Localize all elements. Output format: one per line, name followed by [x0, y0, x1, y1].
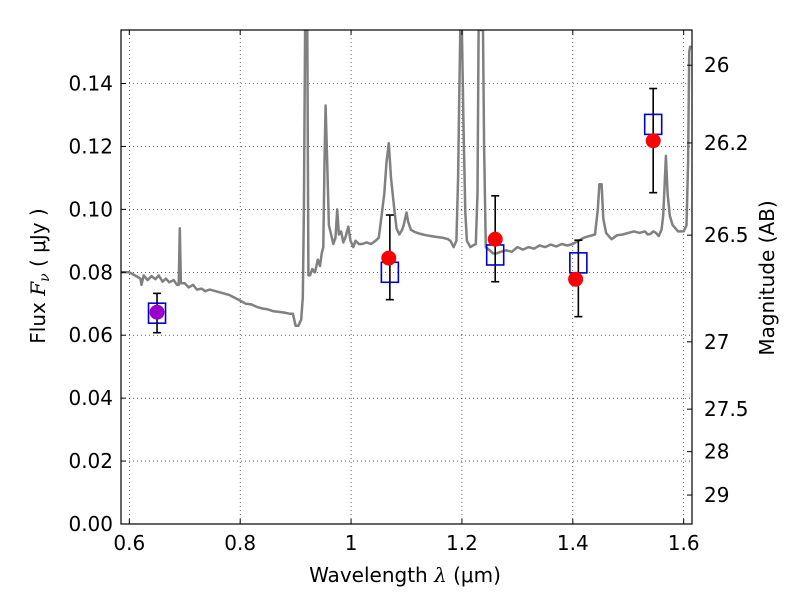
- x-tick-label: 1.4: [557, 531, 589, 555]
- y2-tick-label: 28: [704, 440, 729, 464]
- model-circle-marker: [568, 271, 584, 287]
- y-tick-label: 0.14: [68, 71, 113, 95]
- y2-tick-label: 26: [704, 53, 729, 77]
- model-points: [149, 133, 661, 320]
- x-tick-label: 0.8: [224, 531, 256, 555]
- x-tick-label: 1.2: [446, 531, 478, 555]
- plot-frame: [120, 29, 693, 525]
- y-tick-label: 0.04: [68, 386, 113, 410]
- y2-tick-label: 29: [704, 483, 729, 507]
- spectrum-line: [121, 30, 692, 328]
- x-tick-label: 1: [345, 531, 358, 555]
- model-circle-marker: [487, 231, 503, 247]
- y2-axis-label: Magnitude (AB): [755, 200, 779, 355]
- model-circle-marker: [381, 250, 397, 266]
- y-tick-label: 0.06: [68, 323, 113, 347]
- y-tick-label: 0.08: [68, 260, 113, 284]
- y-tick-label: 0.12: [68, 134, 113, 158]
- y-tick-label: 0.00: [68, 512, 113, 536]
- spectrum-series: [121, 30, 692, 328]
- y-tick-label: 0.10: [68, 197, 113, 221]
- model-circle-marker: [645, 133, 661, 149]
- observed-square-marker: [147, 302, 167, 324]
- y2-tick-label: 27.5: [704, 397, 749, 421]
- ticks: 0.6 0.8 1 1.2 1.4 1.6 0.00 0.02 0.04 0.06 0.08 0.10…: [68, 30, 749, 555]
- x-tick-label: 1.6: [668, 531, 700, 555]
- y-axis-label: Flux Fν ( μJy ): [26, 208, 53, 343]
- x-tick-label: 0.6: [113, 531, 145, 555]
- y2-tick-label: 26.2: [704, 131, 749, 155]
- x-axis-label: Wavelength λ (μm): [309, 563, 501, 587]
- y-tick-label: 0.02: [68, 449, 113, 473]
- y2-tick-label: 26.5: [704, 223, 749, 247]
- y2-tick-label: 27: [704, 330, 729, 354]
- model-circle-marker: [149, 304, 165, 320]
